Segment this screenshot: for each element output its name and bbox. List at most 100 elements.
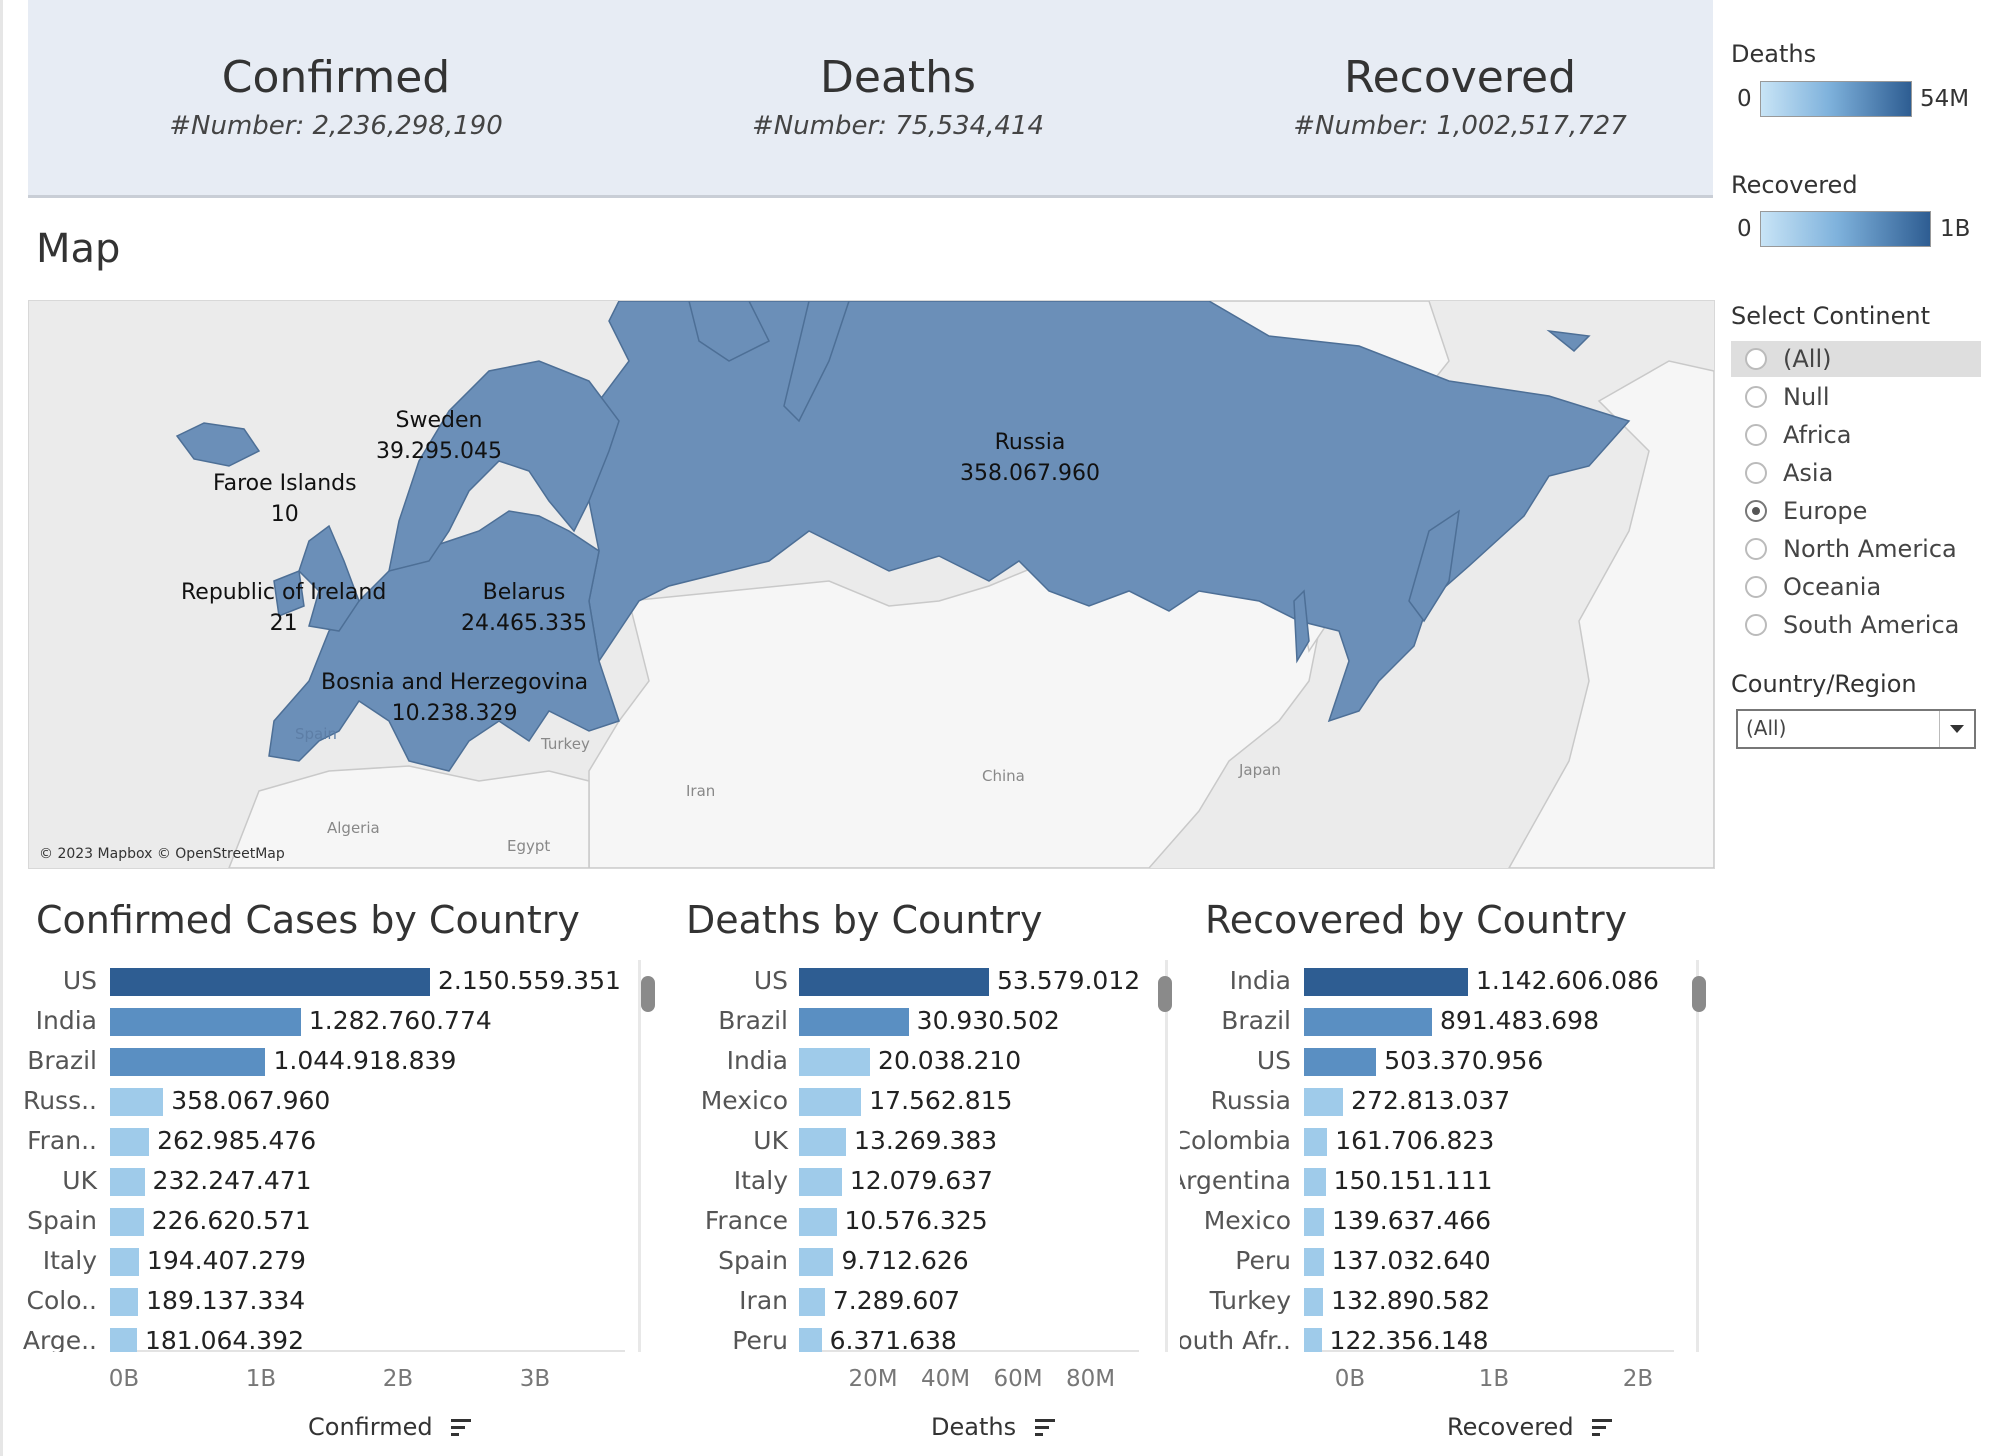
bar[interactable] <box>1304 1088 1344 1116</box>
recovered-axis-title[interactable]: Recovered <box>1447 1413 1613 1441</box>
radio-icon[interactable] <box>1745 576 1767 598</box>
bar[interactable] <box>799 1088 862 1116</box>
data-label: 181.064.392 <box>144 1326 304 1352</box>
data-label: 30.930.502 <box>916 1006 1060 1035</box>
bar[interactable] <box>799 1288 825 1316</box>
sort-descending-icon[interactable] <box>1034 1418 1056 1438</box>
scrollbar-thumb[interactable] <box>641 976 655 1012</box>
bar[interactable] <box>799 968 989 996</box>
confirmed-axis-title[interactable]: Confirmed <box>308 1413 472 1441</box>
kpi-number: #Number: 75,534,414 <box>751 111 1045 141</box>
bar[interactable] <box>110 968 430 996</box>
continent-option-europe[interactable]: Europe <box>1731 493 1981 529</box>
bar[interactable] <box>799 1168 842 1196</box>
bar[interactable] <box>110 1008 301 1036</box>
category-label: Peru <box>732 1326 788 1352</box>
bar[interactable] <box>1304 968 1468 996</box>
bar[interactable] <box>110 1128 150 1156</box>
bar[interactable] <box>799 1328 822 1352</box>
bar[interactable] <box>799 1248 834 1276</box>
bar[interactable] <box>799 1128 847 1156</box>
country-dropdown[interactable]: (All) <box>1736 709 1976 749</box>
sort-descending-icon[interactable] <box>1591 1418 1613 1438</box>
continent-option-south-america[interactable]: South America <box>1731 607 1981 643</box>
bar[interactable] <box>110 1248 139 1276</box>
radio-icon[interactable] <box>1745 424 1767 446</box>
map-fill-europe <box>268 510 620 772</box>
radio-icon[interactable] <box>1745 348 1767 370</box>
continent-option-all[interactable]: (All) <box>1731 341 1981 377</box>
continent-option-oceania[interactable]: Oceania <box>1731 569 1981 605</box>
map-geo-label: Turkey <box>541 735 590 753</box>
category-label: Brazil <box>1221 1006 1291 1035</box>
bar[interactable] <box>1304 1208 1325 1236</box>
sort-descending-icon[interactable] <box>450 1418 472 1438</box>
data-label: 1.142.606.086 <box>1476 966 1659 995</box>
category-label: South Afr.. <box>1180 1326 1291 1352</box>
map-credit[interactable]: © 2023 Mapbox © OpenStreetMap <box>39 846 285 862</box>
scrollbar-track[interactable] <box>638 960 641 1352</box>
category-label: India <box>726 1046 788 1075</box>
bar[interactable] <box>110 1048 266 1076</box>
scrollbar-track[interactable] <box>1696 960 1699 1352</box>
category-label: India <box>35 1006 97 1035</box>
bar[interactable] <box>1304 1048 1377 1076</box>
data-label: 891.483.698 <box>1439 1006 1599 1035</box>
map-geo-label: China <box>982 767 1025 785</box>
continent-option-asia[interactable]: Asia <box>1731 455 1981 491</box>
bar[interactable] <box>110 1088 164 1116</box>
category-label: Mexico <box>700 1086 788 1115</box>
continent-option-label: South America <box>1783 611 1960 639</box>
kpi-number: #Number: 1,002,517,727 <box>1293 111 1627 141</box>
axis-tick-label: 2B <box>382 1366 414 1392</box>
bar[interactable] <box>1304 1128 1328 1156</box>
data-label: 6.371.638 <box>829 1326 957 1352</box>
radio-icon[interactable] <box>1745 614 1767 636</box>
bar[interactable] <box>799 1008 909 1036</box>
bar[interactable] <box>110 1168 145 1196</box>
radio-icon[interactable] <box>1745 462 1767 484</box>
chevron-down-icon[interactable] <box>1939 711 1974 747</box>
category-label: Turkey <box>1209 1286 1291 1315</box>
map-label-faroe-islands[interactable]: Faroe Islands 10 <box>213 471 357 527</box>
kpi-title: Recovered <box>1343 52 1576 103</box>
bar[interactable] <box>799 1048 871 1076</box>
continent-option-label: Oceania <box>1783 573 1882 601</box>
category-label: Italy <box>42 1246 97 1275</box>
radio-icon[interactable] <box>1745 538 1767 560</box>
bar[interactable] <box>1304 1288 1324 1316</box>
map-label-sweden[interactable]: Sweden 39.295.045 <box>376 408 502 464</box>
map-label-russia[interactable]: Russia 358.067.960 <box>960 430 1100 486</box>
continent-option-africa[interactable]: Africa <box>1731 417 1981 453</box>
data-label: 53.579.012 <box>997 966 1141 995</box>
map-geo-label: Japan <box>1239 761 1281 779</box>
plot-bottom-border <box>110 1350 625 1352</box>
radio-icon[interactable] <box>1745 386 1767 408</box>
data-label: 262.985.476 <box>157 1126 317 1155</box>
axis-tick-label: 3B <box>519 1366 551 1392</box>
bar[interactable] <box>110 1328 137 1352</box>
map-label-republic-of-ireland[interactable]: Republic of Ireland 21 <box>181 580 387 636</box>
map-view[interactable]: Sweden 39.295.045 Faroe Islands 10 Russia 3… <box>28 300 1715 869</box>
continent-option-north-america[interactable]: North America <box>1731 531 1981 567</box>
deaths-chart-title: Deaths by Country <box>686 898 1043 942</box>
continent-option-null[interactable]: Null <box>1731 379 1981 415</box>
category-label: US <box>62 966 97 995</box>
confirmed-chart-title: Confirmed Cases by Country <box>36 898 580 942</box>
bar[interactable] <box>1304 1168 1326 1196</box>
deaths-x-axis: 20M 40M 60M 80M <box>660 1366 1180 1398</box>
bar[interactable] <box>1304 1248 1324 1276</box>
bar[interactable] <box>110 1208 144 1236</box>
radio-selected-icon[interactable] <box>1745 500 1767 522</box>
bar[interactable] <box>1304 1008 1432 1036</box>
map-label-bosnia-and-herzegovina[interactable]: Bosnia and Herzegovina 10.238.329 <box>321 670 589 726</box>
bar[interactable] <box>110 1288 139 1316</box>
scrollbar-thumb[interactable] <box>1158 976 1172 1012</box>
continent-option-label: (All) <box>1783 345 1832 373</box>
map-label-belarus[interactable]: Belarus 24.465.335 <box>461 580 587 636</box>
scrollbar-track[interactable] <box>1165 960 1168 1352</box>
deaths-axis-title[interactable]: Deaths <box>931 1413 1056 1441</box>
scrollbar-thumb[interactable] <box>1692 976 1706 1012</box>
bar[interactable] <box>799 1208 837 1236</box>
bar[interactable] <box>1304 1328 1322 1352</box>
